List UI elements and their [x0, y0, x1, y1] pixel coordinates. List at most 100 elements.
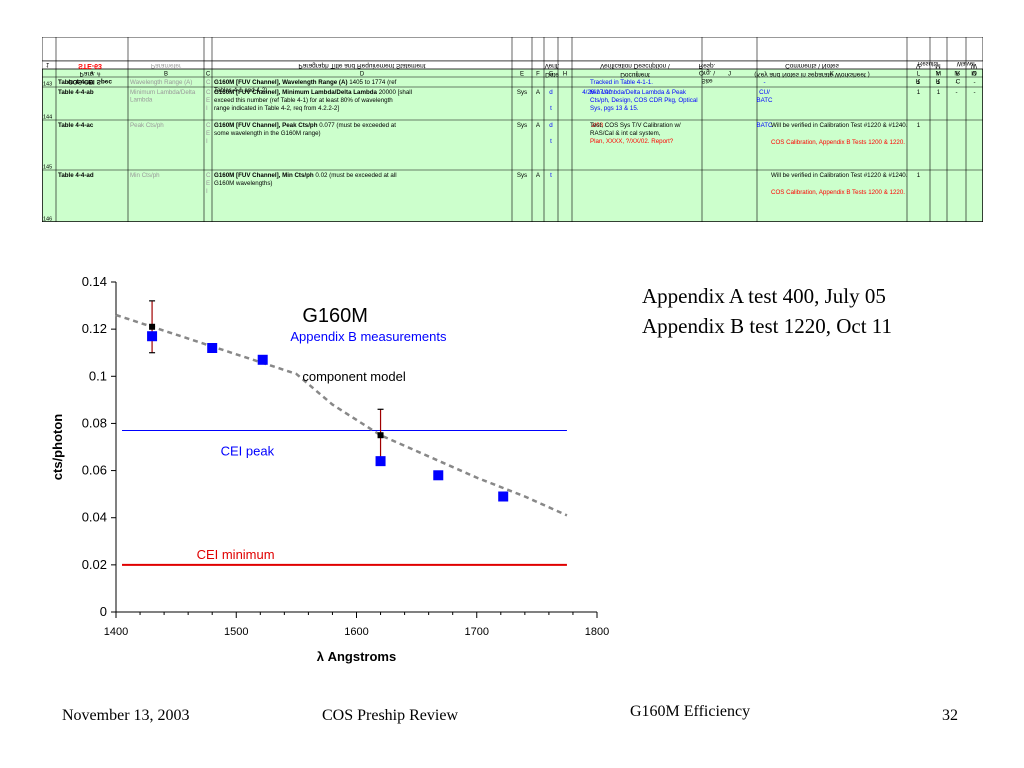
row-verification: Min Lambda/Delta Lambda & Peak [590, 89, 687, 96]
cei-minimum-label: CEI minimum [197, 547, 275, 562]
row-g: d [549, 122, 553, 129]
row-comment: Will be verified in Calibration Test #12… [771, 172, 908, 179]
row-c: E [206, 180, 210, 187]
column-letter-k: K [830, 72, 834, 78]
y-tick-label: 0.06 [82, 463, 107, 478]
column-letter-f: F [536, 72, 540, 78]
row-g: t [550, 105, 552, 112]
row-parameter: Peak Cts/ph [130, 122, 164, 129]
row-verification-plan: Plan, XXXX, ?/XX/02. Report? [590, 138, 674, 145]
table-row: 144 Table 4-4-ab Minimum Lambda/DeltaLambd… [43, 89, 976, 121]
row-o: - [973, 89, 975, 96]
table-row: 143 Table 4-4-aa Wavelength Range (A) C G160… [43, 79, 976, 94]
row-g: d [549, 89, 553, 96]
row-e: Sys [517, 89, 527, 96]
row-verification: Tracked in Table 4-1-1. [590, 79, 653, 86]
row-c: C [206, 172, 211, 179]
component-model-label: component model [302, 369, 405, 384]
x-axis-label: λ Angstroms [317, 649, 396, 664]
measurement-point [207, 343, 218, 353]
row-number: 143 [43, 82, 52, 88]
row-date: - [596, 79, 598, 86]
row-m: 1 [937, 79, 941, 86]
efficiency-chart: 0 0.02 0.04 0.06 0.08 0.1 0.12 0.14 1400 1500 1600… [50, 274, 609, 664]
header-comments-1: (Key and Notes in separate Worksheet ) [754, 71, 870, 78]
footer-event: COS Preship Review [322, 707, 458, 724]
row-parameter: Lambda [130, 97, 153, 104]
column-letter-j: J [728, 72, 731, 78]
x-tick-label: 1600 [344, 626, 368, 638]
row-requirement-cont: some wavelength in the G160M range) [214, 130, 321, 137]
footer-page-number: 32 [942, 707, 958, 724]
column-letter-a: A [90, 72, 94, 78]
header-waiver: Waiver [957, 60, 975, 66]
footer-date: November 13, 2003 [62, 707, 190, 724]
row-g: t [550, 172, 552, 179]
row-c: I [206, 138, 208, 145]
test400-point [377, 432, 384, 439]
table-row: 146 Table 4-4-ad Min Cts/ph CEI G160M [FUV C… [43, 172, 921, 222]
header-org-1: Site [701, 77, 713, 84]
row-id: Table 4-4-aa [58, 79, 94, 86]
row-l: 1 [917, 89, 921, 96]
row-date: 2/03 [591, 122, 604, 129]
header-rrm-2: R [956, 69, 961, 76]
x-tick-label: 1400 [104, 626, 128, 638]
row-number: 146 [43, 217, 52, 223]
row-parameter: Wavelength Range (A) [130, 79, 192, 86]
row-verification: Test, COS Sys T/V Calibration w/ [590, 122, 681, 129]
measurement-point [257, 354, 268, 365]
measurement-point [498, 491, 509, 502]
header-document-1: Document [620, 71, 650, 78]
row-n: - [955, 79, 957, 86]
column-letter-i: I [636, 72, 638, 78]
header-rrm-1: R [936, 77, 941, 84]
row-l: 1 [917, 172, 921, 179]
row-c: E [206, 97, 210, 104]
row-org: - [763, 79, 765, 86]
row-number: 144 [43, 115, 52, 121]
column-letter-o: O [972, 72, 977, 78]
row-f: A [536, 122, 541, 129]
row-org: BATC [756, 122, 773, 129]
row-id: Table 4-4-ab [58, 89, 94, 96]
column-letter-m: M [936, 72, 941, 78]
column-letter-e: E [520, 72, 524, 78]
column-letter-c: C [206, 72, 211, 78]
header-spec-line3: STE-63 [78, 62, 102, 69]
row-requirement: G160M [FUV Channel], Wavelength Range (A… [214, 79, 397, 86]
header-org-3: Resp. [699, 62, 716, 69]
table-row: 145 Table 4-4-ac Peak Cts/ph CEI G160M [FUV … [43, 122, 921, 171]
measurement-point [147, 331, 158, 342]
row-date: 4/26-27/00 [582, 89, 612, 96]
row-verification: Sys, pgs 13 & 15. [590, 105, 639, 112]
row-f: A [536, 89, 541, 96]
row-comment-ref: COS Calibration, Appendix B Tests 1200 &… [771, 139, 905, 146]
row-number: 145 [43, 165, 52, 171]
header-rrm-3: M [935, 62, 940, 69]
row-c: E [206, 130, 210, 137]
x-tick-label: 1700 [465, 626, 489, 638]
row-e: Sys [517, 122, 527, 129]
row-requirement-cont: G160M wavelengths) [214, 180, 272, 187]
header-spec-line2: Para. # [80, 70, 101, 77]
header-results: Results [918, 60, 938, 66]
header-parameter: Parameter [151, 62, 182, 69]
header-document-2: Verification Description \ [600, 62, 670, 69]
row-c: C [206, 122, 211, 129]
row-verification: RAS/Cal & int cal system, [590, 130, 661, 137]
y-tick-label: 0.1 [89, 368, 107, 383]
test400-point [149, 323, 156, 330]
row-requirement: G160M [FUV Channel], Peak Cts/ph 0.077 (… [214, 122, 396, 129]
header-rav-1: R [916, 77, 921, 84]
x-tick-label: 1500 [224, 626, 248, 638]
row-c: I [206, 188, 208, 195]
y-tick-label: 0.02 [82, 557, 107, 572]
row-o: - [973, 79, 975, 86]
y-tick-label: 0.04 [82, 510, 107, 525]
header-date-1: Date [545, 71, 559, 78]
row-id: Table 4-4-ac [58, 122, 94, 129]
chart-title: G160M [302, 305, 368, 327]
measurement-point [433, 470, 444, 481]
component-model-line [115, 313, 568, 517]
